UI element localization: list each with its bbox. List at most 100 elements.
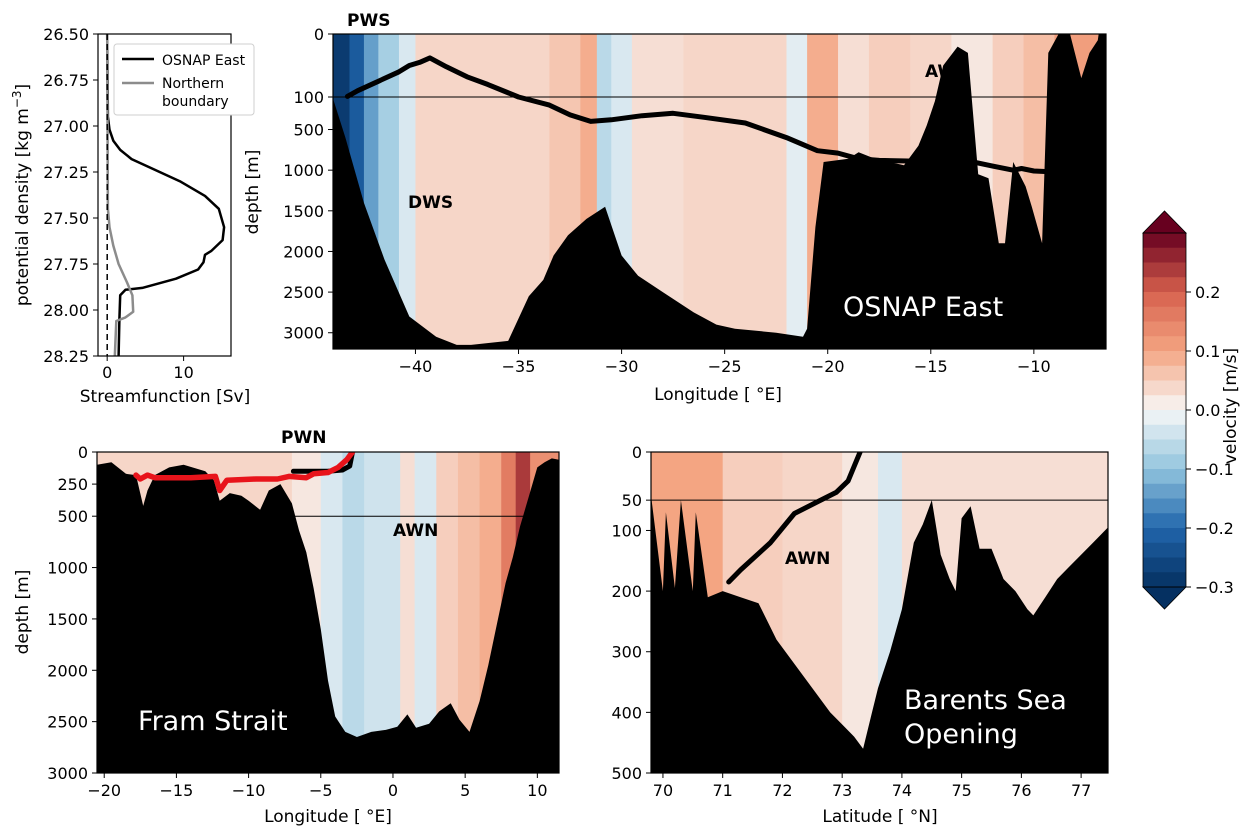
streamfunction-lines bbox=[105, 34, 226, 356]
section-xtick-label: 0 bbox=[388, 781, 398, 800]
streamfunction-frame bbox=[97, 33, 232, 357]
colorbar-level bbox=[1143, 557, 1186, 573]
section-ytick-label: 1000 bbox=[283, 161, 324, 180]
bathymetry bbox=[651, 495, 1108, 773]
colorbar-level bbox=[1143, 469, 1186, 485]
velocity-band bbox=[786, 34, 808, 349]
colorbar-level bbox=[1143, 528, 1186, 544]
streamfunction-ticks: 26.50 26.75 27.00 27.25 27.50 27.75 28.00 28.25… bbox=[43, 25, 194, 382]
section-xtick-label: 70 bbox=[653, 781, 673, 800]
osnap-frame bbox=[332, 33, 1107, 350]
fram-panel: 0 250 500 1000 1500 2000 2500 3000−20 −15 −10 −5 0 5… bbox=[13, 428, 560, 826]
section-ytick-label: 500 bbox=[611, 764, 642, 783]
osnap-plot bbox=[333, 34, 1106, 349]
label-dws: DWS bbox=[408, 193, 453, 213]
velocity-band bbox=[415, 34, 550, 349]
colorbar-extend-bottom bbox=[1142, 586, 1187, 610]
section-xtick-label: −20 bbox=[87, 781, 121, 800]
osnap-ylabel: depth [m] bbox=[243, 150, 263, 235]
section-xtick-label: 5 bbox=[460, 781, 470, 800]
section-xtick-label: 10 bbox=[527, 781, 547, 800]
section-ytick-label: 50 bbox=[622, 491, 642, 510]
fram-ylabel: depth [m] bbox=[13, 570, 33, 655]
section-ytick-label: 1500 bbox=[283, 202, 324, 221]
section-ytick-label: 200 bbox=[611, 582, 642, 601]
colorbar-level bbox=[1143, 572, 1186, 588]
colorbar-level bbox=[1143, 306, 1186, 323]
barents-xlabel: Latitude [ °N] bbox=[822, 807, 937, 826]
bathymetry bbox=[333, 34, 1106, 349]
barents-plot bbox=[651, 452, 1108, 773]
streamfunction-xtick-label: 10 bbox=[173, 363, 193, 382]
boundary-contour bbox=[344, 55, 1053, 175]
velocity-band bbox=[683, 34, 787, 349]
section-xtick-label: −30 bbox=[605, 357, 639, 376]
legend-entry-osnap: OSNAP East bbox=[162, 53, 246, 69]
colorbar-extend-top bbox=[1142, 210, 1187, 234]
osnap-panel: 0 100 500 1000 1500 2000 2500 3000 −40 −35 −30 −25 −… bbox=[243, 11, 1107, 405]
section-ytick-label: 1000 bbox=[47, 559, 88, 578]
colorbar-level bbox=[1143, 483, 1186, 500]
section-xtick-label: 75 bbox=[951, 781, 971, 800]
colorbar-level bbox=[1143, 321, 1186, 337]
section-xtick-label: 76 bbox=[1011, 781, 1031, 800]
velocity-band bbox=[400, 452, 416, 773]
section-xtick-label: 73 bbox=[832, 781, 852, 800]
section-ytick-label: 500 bbox=[57, 507, 88, 526]
streamfunction-legend: OSNAP East Northern boundary bbox=[113, 43, 255, 116]
section-ytick-label: 1500 bbox=[47, 610, 88, 629]
velocity-band bbox=[342, 452, 365, 773]
section-ytick-label: 0 bbox=[314, 25, 324, 44]
colorbar-tick-label: −0.1 bbox=[1195, 460, 1234, 479]
label-awn-barents: AWN bbox=[785, 549, 830, 569]
section-xtick-label: −20 bbox=[811, 357, 845, 376]
barents-ticks: 0 50 100 200 300 400 500 70 71 72 73 74 75 76 77 bbox=[611, 443, 1091, 800]
barents-frame bbox=[650, 451, 1109, 774]
colorbar-level bbox=[1143, 336, 1186, 352]
legend-entry-northern: Northern bbox=[162, 76, 224, 92]
colorbar-tick-label: −0.2 bbox=[1195, 519, 1234, 538]
boundary-contour-red bbox=[133, 452, 356, 494]
streamfunction-xtick-label: 0 bbox=[102, 363, 112, 382]
streamfunction-ytick-label: 28.00 bbox=[43, 301, 89, 320]
section-xtick-label: −35 bbox=[502, 357, 536, 376]
section-ytick-label: 400 bbox=[611, 703, 642, 722]
streamfunction-ytick-label: 26.75 bbox=[43, 71, 89, 90]
label-pwn: PWN bbox=[281, 428, 326, 448]
legend-entry-boundary: boundary bbox=[162, 94, 229, 110]
colorbar-tick-label: 0.1 bbox=[1195, 342, 1220, 361]
colorbar-level bbox=[1143, 513, 1186, 529]
colorbar-level bbox=[1143, 380, 1186, 396]
colorbar-level bbox=[1143, 542, 1186, 559]
section-ytick-label: 3000 bbox=[47, 764, 88, 783]
section-xtick-label: −10 bbox=[1017, 357, 1051, 376]
streamfunction-ytick-label: 28.25 bbox=[43, 347, 89, 366]
colorbar-levels bbox=[1142, 210, 1187, 610]
colorbar-tick-label: 0.0 bbox=[1195, 401, 1220, 420]
section-ytick-label: 100 bbox=[611, 521, 642, 540]
streamfunction-xlabel: Streamfunction [Sv] bbox=[80, 387, 250, 407]
streamfunction-ytick-label: 27.00 bbox=[43, 117, 89, 136]
label-barents-line1: Barents Sea bbox=[904, 685, 1067, 716]
section-xtick-label: 72 bbox=[772, 781, 792, 800]
section-ytick-label: 2500 bbox=[283, 283, 324, 302]
fram-plot bbox=[97, 452, 559, 773]
colorbar-tick-label: −0.3 bbox=[1195, 578, 1234, 597]
colorbar: 0.2 0.1 0.0 −0.1 −0.2 −0.3 velocity [m/s] bbox=[1142, 210, 1241, 610]
streamfunction-series-0 bbox=[105, 34, 226, 356]
colorbar-level bbox=[1143, 277, 1186, 293]
colorbar-level bbox=[1143, 351, 1186, 367]
label-awn-fram: AWN bbox=[393, 521, 438, 541]
section-xtick-label: 71 bbox=[713, 781, 733, 800]
section-xtick-label: −15 bbox=[914, 357, 948, 376]
section-ytick-label: 2500 bbox=[47, 713, 88, 732]
osnap-ticks: 0 100 500 1000 1500 2000 2500 3000 −40 −35 −30 −25 −… bbox=[283, 25, 1050, 376]
velocity-band bbox=[364, 452, 401, 773]
colorbar-level bbox=[1143, 395, 1186, 411]
section-ytick-label: 300 bbox=[611, 643, 642, 662]
label-pws: PWS bbox=[347, 11, 390, 31]
streamfunction-ytick-label: 26.50 bbox=[43, 25, 89, 44]
colorbar-level bbox=[1143, 365, 1186, 382]
section-ytick-label: 250 bbox=[57, 475, 88, 494]
